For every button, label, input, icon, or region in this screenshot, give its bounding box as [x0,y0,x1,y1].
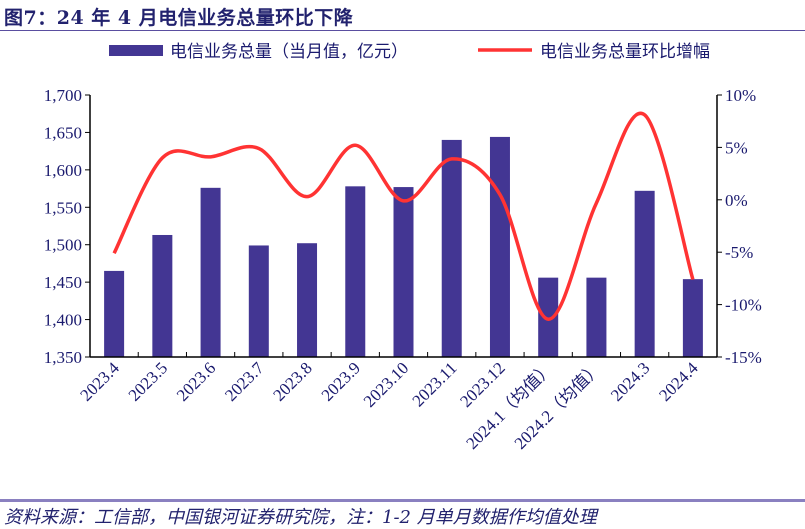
left-tick-label: 1,400 [44,311,82,330]
bar-2024.3 [635,191,655,357]
x-tick-label: 2023.5 [125,358,171,404]
x-tick-label: 2023.8 [269,358,315,404]
bar-2023.9 [345,186,365,357]
legend: 电信业务总量（当月值，亿元） 电信业务总量环比增幅 [109,42,710,61]
left-tick-label: 1,600 [44,161,82,180]
bar-2023.6 [201,188,221,357]
bar-2024.2（均值） [586,278,606,357]
right-tick-label: -10% [725,296,762,315]
bar-2023.12 [490,137,510,357]
x-tick-label: 2024.1（均值） [462,358,557,453]
right-tick-label: -15% [725,348,762,367]
x-tick-label: 2023.4 [76,358,123,405]
footer-divider [0,499,805,502]
x-tick-label: 2023.11 [408,358,460,410]
bar-2024.4 [683,279,703,357]
x-tick-label: 2023.7 [221,358,268,405]
bar-2023.8 [297,243,317,357]
x-tick-label: 2024.3 [607,358,653,404]
left-tick-label: 1,550 [44,198,82,217]
bar-2023.4 [104,271,124,357]
left-tick-label: 1,350 [44,348,82,367]
x-tick-label: 2023.9 [318,358,364,404]
legend-bar-label: 电信业务总量（当月值，亿元） [170,42,408,61]
left-tick-label: 1,650 [44,123,82,142]
source-note: 资料来源：工信部，中国银河证券研究院，注：1-2 月单月数据作均值处理 [4,503,597,529]
legend-line-label: 电信业务总量环比增幅 [540,42,710,61]
x-tick-label: 2023.10 [360,358,413,411]
left-tick-label: 1,700 [44,86,82,105]
bar-2023.11 [442,140,462,357]
right-tick-label: 10% [725,86,756,105]
x-tick-label: 2024.2（均值） [511,358,606,453]
left-tick-label: 1,450 [44,273,82,292]
right-tick-label: -5% [725,243,753,262]
bar-2023.7 [249,245,269,357]
x-tick-label: 2024.4 [655,358,702,405]
legend-bar-swatch [109,45,163,56]
x-tick-label: 2023.6 [173,358,219,404]
chart: 电信业务总量（当月值，亿元） 电信业务总量环比增幅 1,350 1,400 1,45… [0,0,805,500]
right-tick-label: 0% [725,191,748,210]
left-tick-label: 1,500 [44,236,82,255]
bar-2023.10 [394,187,414,357]
bar-2023.5 [152,235,172,357]
right-tick-label: 5% [725,138,748,157]
